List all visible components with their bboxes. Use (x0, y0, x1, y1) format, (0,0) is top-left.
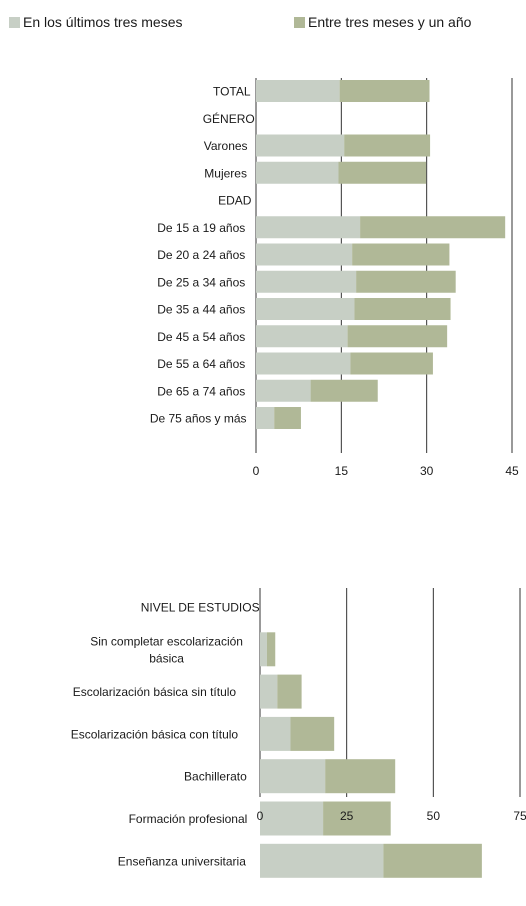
bar-segment-recent (256, 407, 275, 429)
category-label: TOTAL (213, 85, 251, 99)
legend-swatch-recent (9, 17, 20, 28)
bar-segment-year (344, 134, 431, 157)
bar-segment-recent (260, 843, 384, 878)
category-label: NIVEL DE ESTUDIOS (141, 601, 260, 615)
bar-segment-year (310, 379, 378, 402)
category-label: De 20 a 24 años (157, 248, 245, 262)
bar-segment-recent (256, 161, 339, 184)
category-label: Bachillerato (184, 770, 247, 784)
tick-label: 75 (513, 809, 526, 823)
tick-label: 45 (505, 464, 519, 478)
bar-segment-year (277, 674, 302, 709)
chart-education: NIVEL DE ESTUDIOS Sin completar escolariz… (71, 588, 526, 878)
legend-label-recent: En los últimos tres meses (23, 14, 183, 30)
bar-segment-recent (260, 674, 278, 709)
tick-label: 30 (420, 464, 434, 478)
tick-label: 50 (427, 809, 441, 823)
bar-segment-year (347, 325, 448, 348)
bar-segment-year (323, 801, 391, 836)
tick-label: 0 (257, 809, 264, 823)
bar-segment-recent (256, 134, 345, 157)
bar-segment-year (325, 759, 396, 794)
category-label: De 15 a 19 años (157, 221, 245, 235)
category-label: Formación profesional (129, 812, 248, 826)
category-label: GÉNERO (203, 111, 255, 126)
category-label: De 25 a 34 años (157, 275, 245, 289)
category-label: De 45 a 54 años (157, 330, 245, 344)
bar-segment-year (266, 632, 276, 667)
bar-segment-recent (260, 632, 267, 667)
bar-segment-year (350, 352, 433, 375)
bar-segment-recent (256, 298, 355, 320)
category-label: De 65 a 74 años (157, 384, 245, 398)
category-label: De 75 años y más (150, 412, 247, 426)
bar-segment-year (354, 298, 451, 320)
bar-segment-recent (256, 216, 361, 239)
category-label: Mujeres (204, 166, 247, 180)
category-label: EDAD (218, 194, 252, 208)
bar-segment-year (274, 407, 301, 429)
tick-label: 0 (253, 464, 260, 478)
bar-segment-year (356, 270, 456, 293)
category-label: Sin completar escolarización básica (90, 634, 243, 665)
category-label: De 35 a 44 años (157, 303, 245, 317)
bar-segment-year (338, 161, 427, 184)
category-label: Escolarización básica con título (71, 727, 239, 741)
bar-segment-year (383, 843, 482, 878)
category-label: Varones (204, 139, 248, 153)
bar-segment-recent (256, 80, 340, 102)
bar-segment-recent (256, 270, 357, 293)
tick-label: 25 (340, 809, 354, 823)
chart-demographics: TOTAL GÉNERO Varones Mujeres EDAD De 15 a 19 … (150, 78, 519, 478)
bar-segment-year (290, 716, 335, 751)
bar-segment-recent (256, 325, 348, 348)
bar-segment-recent (260, 801, 324, 836)
category-label: Enseñanza universitaria (118, 854, 246, 868)
legend-label-year: Entre tres meses y un año (308, 14, 472, 30)
category-label: De 55 a 64 años (157, 357, 245, 371)
legend: En los últimos tres meses Entre tres mes… (9, 14, 472, 30)
tick-label: 15 (335, 464, 349, 478)
bar-segment-recent (256, 379, 311, 402)
bar-segment-recent (256, 243, 353, 266)
bar-segment-year (339, 80, 430, 102)
bar-segment-recent (256, 352, 351, 375)
bar-segment-year (360, 216, 506, 239)
bar-segment-recent (260, 759, 326, 794)
category-label: Escolarización básica sin título (73, 685, 237, 699)
bar-segment-year (352, 243, 450, 266)
legend-swatch-year (294, 17, 305, 28)
bar-segment-recent (260, 716, 291, 751)
